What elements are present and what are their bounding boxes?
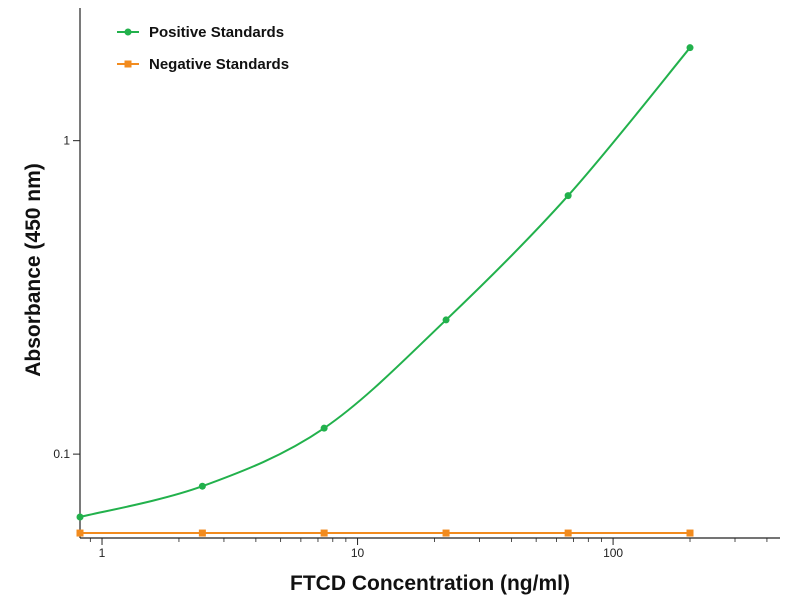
- series: [76, 44, 694, 537]
- legend-label-negative: Negative Standards: [149, 56, 289, 73]
- x-tick-label: 10: [351, 546, 365, 560]
- axes: [79, 8, 780, 539]
- y-axis-title: Absorbance (450 nm): [22, 163, 45, 377]
- y-tick-label: 0.1: [53, 447, 70, 461]
- legend-item-positive: Positive Standards: [117, 24, 284, 41]
- x-tick-label: 100: [603, 546, 623, 560]
- data-point-negative: [442, 529, 450, 537]
- data-point-positive: [320, 424, 328, 432]
- legend-marker-positive: [124, 28, 132, 36]
- ticks: 1 10 100 0.1 1: [53, 134, 768, 560]
- x-tick-label: 1: [99, 546, 106, 560]
- data-point-positive: [198, 482, 206, 490]
- data-point-negative: [198, 529, 206, 537]
- legend-marker-negative: [124, 60, 132, 68]
- data-point-positive: [564, 192, 572, 200]
- data-point-positive: [76, 513, 84, 521]
- data-point-negative: [686, 529, 694, 537]
- data-point-negative: [320, 529, 328, 537]
- legend: Positive Standards Negative Standards: [117, 24, 289, 73]
- data-point-negative: [76, 529, 84, 537]
- data-point-positive: [686, 44, 694, 52]
- x-axis-title: FTCD Concentration (ng/ml): [290, 572, 570, 595]
- legend-item-negative: Negative Standards: [117, 56, 289, 73]
- data-point-negative: [564, 529, 572, 537]
- series-line-0: [79, 47, 691, 518]
- data-point-positive: [442, 316, 450, 324]
- y-tick-label: 1: [63, 134, 70, 148]
- legend-label-positive: Positive Standards: [149, 24, 284, 41]
